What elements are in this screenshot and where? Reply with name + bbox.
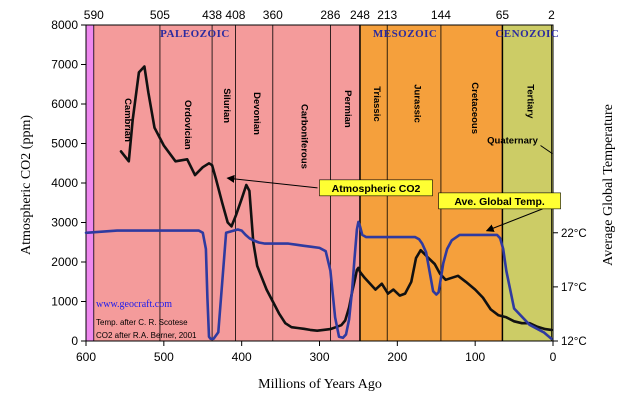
period-labels: Cambrian Ordovician Silurian Devonian Carbon… <box>122 82 553 169</box>
period-label: Devonian <box>251 92 262 135</box>
era-label: MESOZOIC <box>373 28 438 40</box>
temperature-line <box>84 220 553 341</box>
series-layer <box>84 65 553 341</box>
y-tick-label-right: 17°C <box>561 282 587 294</box>
x-tick-label: 400 <box>232 350 252 364</box>
boundary-age-label: 438 <box>202 8 222 22</box>
period-label: Triassic <box>371 86 382 121</box>
y-tick-label-left: 2000 <box>51 255 78 269</box>
boundary-age-label: 213 <box>377 8 397 22</box>
credit-website: www.geocraft.com <box>96 299 172 310</box>
boundary-age-label: 408 <box>225 8 245 22</box>
credit-temperature: Temp. after C. R. Scotese <box>96 318 188 327</box>
y-axis-label-right: Average Global Temperature <box>601 104 616 266</box>
y-axis-label-left: Atmospheric CO2 (ppm) <box>19 115 34 255</box>
boundary-age-label: 590 <box>84 8 104 22</box>
co2-line <box>119 65 553 333</box>
temperature-series-label: Ave. Global Temp. <box>454 196 545 208</box>
period-label: Jurassic <box>411 84 422 123</box>
boundary-age-label: 360 <box>263 8 283 22</box>
y-tick-label-right: 12°C <box>561 336 587 348</box>
x-axis-label: Millions of Years Ago <box>258 377 382 392</box>
boundary-age-label: 286 <box>320 8 340 22</box>
y-tick-label-left: 4000 <box>51 176 78 190</box>
y-tick-label-right: 22°C <box>561 228 587 240</box>
period-label-quaternary: Quaternary <box>487 136 538 147</box>
era-label: CENOZOIC <box>495 28 559 40</box>
boundary-age-label: 248 <box>350 8 370 22</box>
callout-box <box>438 192 561 210</box>
period-label: Tertiary <box>524 84 535 119</box>
x-tick-label: 200 <box>387 350 407 364</box>
boundary-age-label: 144 <box>431 8 451 22</box>
y-tick-label-left: 7000 <box>51 58 78 72</box>
callout-box <box>319 179 433 197</box>
boundary-age-label: 65 <box>496 8 510 22</box>
credit-co2: CO2 after R.A. Berner, 2001 <box>96 331 197 340</box>
y-tick-label-left: 6000 <box>51 97 78 111</box>
quaternary-pointer <box>540 145 553 154</box>
callout-arrow <box>226 174 318 189</box>
boundary-age-label: 505 <box>150 8 170 22</box>
period-label: Cambrian <box>122 98 133 142</box>
period-bands <box>86 25 553 341</box>
co2-series-label: Atmospheric CO2 <box>332 183 421 195</box>
period-label: Silurian <box>221 88 232 123</box>
x-tick-label: 500 <box>154 350 174 364</box>
x-tick-label: 300 <box>309 350 329 364</box>
band-precambrian <box>86 25 94 341</box>
boundary-age-labels: 590 505 438 408 360 286 248 213 144 65 2 <box>84 8 555 22</box>
x-tick-label: 600 <box>76 350 96 364</box>
series-callouts: Atmospheric CO2 Ave. Global Temp. <box>226 174 561 232</box>
period-label: Permian <box>342 90 353 128</box>
period-label: Carboniferous <box>299 104 310 169</box>
x-tick-label: 0 <box>550 350 557 364</box>
y-tick-label-left: 1000 <box>51 295 78 309</box>
era-labels: PALEOZOIC MESOZOIC CENOZOIC <box>160 28 559 40</box>
callout-arrow <box>485 208 543 232</box>
axes: 600 500 400 300 200 100 0010002000300040005000… <box>51 18 586 364</box>
period-label: Cretaceous <box>469 82 480 134</box>
y-tick-label-left: 5000 <box>51 137 78 151</box>
y-tick-label-left: 0 <box>71 334 78 348</box>
x-tick-label: 100 <box>465 350 485 364</box>
boundary-age-label: 2 <box>548 8 555 22</box>
period-label: Ordovician <box>182 100 193 150</box>
y-tick-label-left: 8000 <box>51 18 78 32</box>
era-label: PALEOZOIC <box>160 28 230 40</box>
y-tick-label-left: 3000 <box>51 216 78 230</box>
